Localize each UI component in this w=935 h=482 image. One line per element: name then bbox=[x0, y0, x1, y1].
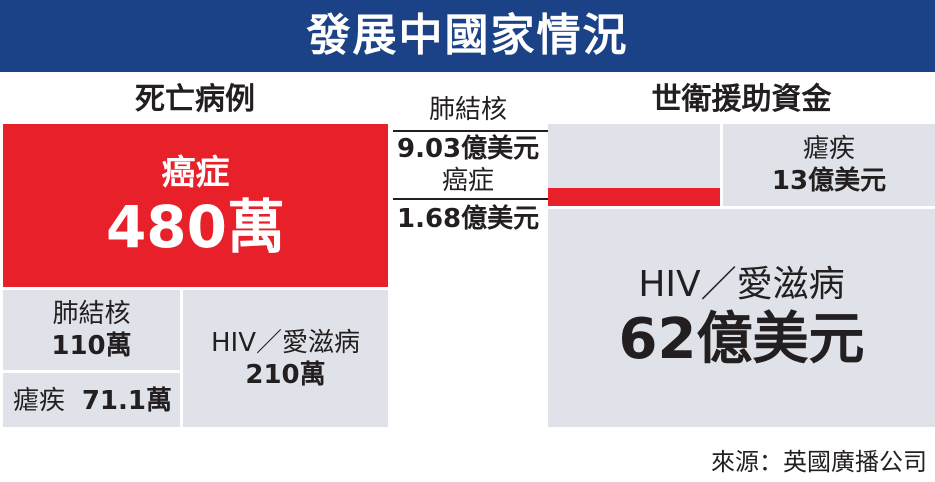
deaths-malaria-label: 瘧疾 bbox=[13, 386, 66, 416]
deaths-tile-cancer: 癌症 480萬 bbox=[3, 124, 388, 287]
callout-cancer-label: 癌症 bbox=[441, 166, 494, 196]
deaths-tb-label: 肺結核 bbox=[52, 299, 131, 329]
funding-tile-tb bbox=[548, 124, 720, 188]
deaths-malaria-value: 71.1萬 bbox=[81, 386, 172, 416]
funding-tile-hiv: HIV／愛滋病 62億美元 bbox=[548, 209, 935, 427]
deaths-hiv-label: HIV／愛滋病 bbox=[210, 327, 360, 358]
deaths-hiv-value: 210萬 bbox=[245, 359, 326, 390]
deaths-tile-malaria: 瘧疾 71.1萬 bbox=[3, 373, 180, 427]
deaths-cancer-value: 480萬 bbox=[105, 192, 286, 261]
funding-hiv-label: HIV／愛滋病 bbox=[638, 264, 845, 305]
funding-tile-malaria: 瘧疾 13億美元 bbox=[723, 124, 935, 206]
source-note: 來源：英國廣播公司 bbox=[711, 448, 927, 476]
deaths-tile-tb: 肺結核 110萬 bbox=[3, 290, 180, 370]
funding-tile-cancer bbox=[548, 188, 720, 206]
deaths-cancer-label: 癌症 bbox=[161, 152, 230, 193]
title-bar bbox=[0, 0, 935, 72]
funding-malaria-value: 13億美元 bbox=[771, 166, 887, 196]
funding-malaria-label: 瘧疾 bbox=[802, 134, 855, 164]
deaths-tile-hiv: HIV／愛滋病 210萬 bbox=[183, 290, 388, 427]
page-title: 發展中國家情況 bbox=[306, 10, 629, 61]
funding-hiv-value: 62億美元 bbox=[618, 307, 865, 372]
deaths-tb-value: 110萬 bbox=[51, 331, 132, 361]
callout-tb-label: 肺結核 bbox=[428, 95, 507, 125]
callout-cancer-leader-line bbox=[393, 198, 605, 200]
deaths-section-title: 死亡病例 bbox=[135, 82, 255, 117]
callout-cancer-value: 1.68億美元 bbox=[397, 204, 540, 234]
callout-tb-value: 9.03億美元 bbox=[397, 134, 540, 164]
funding-section-title: 世衛援助資金 bbox=[651, 82, 832, 117]
callout-tb-leader-line bbox=[393, 130, 605, 132]
